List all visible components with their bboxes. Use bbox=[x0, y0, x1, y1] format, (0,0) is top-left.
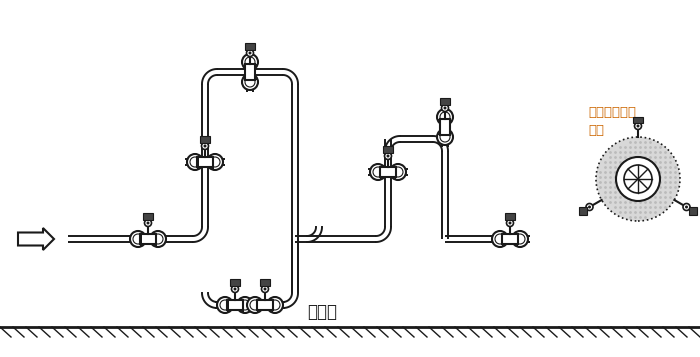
Bar bbox=[272, 298, 274, 312]
Bar bbox=[257, 300, 273, 310]
FancyArrow shape bbox=[18, 228, 54, 250]
Circle shape bbox=[150, 231, 166, 247]
Circle shape bbox=[596, 137, 680, 221]
Bar bbox=[440, 98, 450, 105]
Circle shape bbox=[202, 142, 209, 150]
Bar bbox=[244, 64, 256, 65]
Circle shape bbox=[234, 287, 237, 291]
Circle shape bbox=[512, 231, 528, 247]
Bar bbox=[580, 206, 587, 215]
Circle shape bbox=[204, 145, 206, 147]
Bar bbox=[245, 64, 255, 80]
Circle shape bbox=[586, 203, 593, 211]
Bar bbox=[155, 232, 157, 246]
Circle shape bbox=[373, 167, 383, 177]
Bar bbox=[230, 279, 240, 286]
Circle shape bbox=[492, 231, 508, 247]
Circle shape bbox=[232, 286, 239, 292]
Circle shape bbox=[634, 122, 641, 130]
Circle shape bbox=[386, 155, 389, 157]
Bar bbox=[505, 213, 515, 220]
Circle shape bbox=[240, 300, 250, 310]
Circle shape bbox=[683, 203, 690, 211]
Bar bbox=[140, 234, 156, 244]
Circle shape bbox=[207, 154, 223, 170]
Bar bbox=[197, 157, 213, 167]
Circle shape bbox=[153, 234, 163, 244]
Circle shape bbox=[440, 132, 450, 142]
Bar bbox=[227, 298, 228, 312]
Circle shape bbox=[440, 112, 450, 122]
Bar bbox=[200, 136, 210, 142]
Circle shape bbox=[262, 286, 269, 292]
Bar bbox=[257, 298, 258, 312]
Text: 水平面: 水平面 bbox=[307, 303, 337, 321]
Circle shape bbox=[250, 300, 260, 310]
Bar bbox=[395, 166, 396, 178]
Bar bbox=[227, 300, 243, 310]
Circle shape bbox=[242, 74, 258, 90]
Circle shape bbox=[636, 125, 640, 127]
Circle shape bbox=[245, 77, 255, 87]
Bar bbox=[633, 116, 643, 122]
Circle shape bbox=[508, 221, 512, 225]
Circle shape bbox=[370, 164, 386, 180]
Circle shape bbox=[263, 287, 267, 291]
Bar bbox=[212, 156, 214, 169]
Bar bbox=[143, 213, 153, 220]
Circle shape bbox=[393, 167, 403, 177]
Circle shape bbox=[144, 220, 151, 226]
Bar bbox=[383, 146, 393, 152]
Circle shape bbox=[248, 51, 251, 55]
Bar bbox=[689, 206, 696, 215]
Circle shape bbox=[442, 105, 449, 111]
Bar bbox=[260, 279, 270, 286]
Bar bbox=[242, 298, 244, 312]
Bar bbox=[438, 134, 452, 135]
Circle shape bbox=[685, 206, 688, 208]
Bar bbox=[380, 167, 396, 177]
Circle shape bbox=[384, 152, 391, 160]
Circle shape bbox=[187, 154, 203, 170]
Circle shape bbox=[245, 57, 255, 67]
Circle shape bbox=[437, 109, 453, 125]
Circle shape bbox=[495, 234, 505, 244]
Bar bbox=[440, 119, 450, 135]
Circle shape bbox=[444, 106, 447, 110]
Bar bbox=[438, 119, 452, 120]
Circle shape bbox=[190, 157, 200, 167]
Circle shape bbox=[133, 234, 143, 244]
Circle shape bbox=[130, 231, 146, 247]
Circle shape bbox=[242, 54, 258, 70]
Circle shape bbox=[220, 300, 230, 310]
Circle shape bbox=[267, 297, 283, 313]
Circle shape bbox=[210, 157, 220, 167]
Circle shape bbox=[146, 221, 150, 225]
Circle shape bbox=[247, 297, 263, 313]
Circle shape bbox=[616, 157, 660, 201]
Bar bbox=[517, 232, 519, 246]
Circle shape bbox=[246, 50, 253, 56]
Circle shape bbox=[437, 129, 453, 145]
Bar bbox=[502, 234, 518, 244]
Bar bbox=[197, 156, 199, 169]
Bar bbox=[244, 79, 256, 80]
Circle shape bbox=[390, 164, 406, 180]
Bar bbox=[502, 232, 503, 246]
Circle shape bbox=[588, 206, 591, 208]
Bar bbox=[245, 43, 255, 50]
Text: 允许任意角度
安装: 允许任意角度 安装 bbox=[588, 106, 636, 136]
Circle shape bbox=[237, 297, 253, 313]
Bar bbox=[380, 166, 382, 178]
Circle shape bbox=[624, 165, 652, 193]
Circle shape bbox=[270, 300, 280, 310]
Circle shape bbox=[515, 234, 525, 244]
Bar bbox=[140, 232, 141, 246]
Circle shape bbox=[507, 220, 514, 226]
Circle shape bbox=[217, 297, 233, 313]
